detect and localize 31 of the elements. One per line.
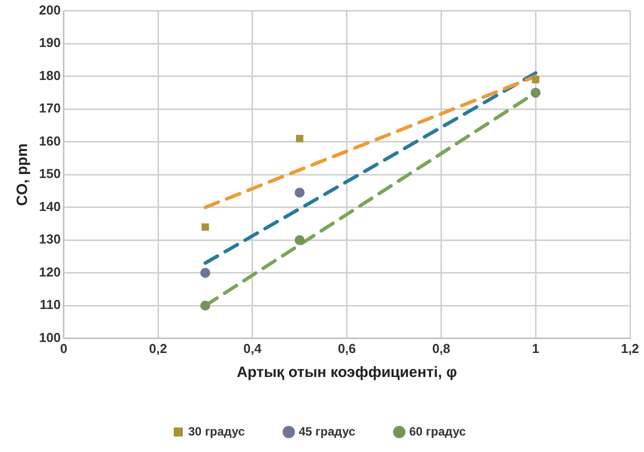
x-tick-label: 0,2 — [149, 340, 168, 356]
x-tick-label: 0,4 — [243, 340, 262, 356]
point — [530, 88, 541, 98]
y-tick-label: 140 — [38, 198, 61, 214]
point — [294, 188, 305, 198]
point — [200, 268, 210, 278]
y-tick-label: 120 — [38, 264, 61, 280]
y-tick-label: 200 — [38, 2, 61, 18]
x-axis-title: Артық отын коэффициенті, φ — [236, 364, 458, 382]
point — [532, 76, 540, 84]
x-tick-label: 0,6 — [338, 340, 356, 356]
y-tick-label: 110 — [40, 297, 61, 312]
legend-label: 45 градус — [298, 424, 356, 438]
x-tick-label: 0,8 — [432, 340, 450, 356]
y-axis-title: CO, ppm — [14, 143, 32, 206]
legend-label: 60 градус — [409, 424, 466, 438]
point — [200, 300, 210, 311]
y-tick-label: 160 — [38, 133, 61, 148]
y-tick-label: 150 — [38, 166, 61, 182]
point — [296, 134, 304, 142]
y-tick-label: 130 — [38, 232, 61, 247]
y-tick-label: 190 — [38, 35, 61, 50]
x-tick-label: 0 — [60, 340, 68, 356]
x-tick-label: 1,2 — [620, 340, 640, 356]
x-tick-label: 1 — [532, 340, 540, 356]
y-tick-label: 100 — [38, 330, 61, 345]
point — [294, 235, 305, 246]
y-tick-label: 180 — [38, 68, 61, 83]
y-tick-label: 170 — [38, 100, 61, 116]
legend-label: 30 градус — [188, 424, 246, 438]
point — [202, 223, 209, 231]
